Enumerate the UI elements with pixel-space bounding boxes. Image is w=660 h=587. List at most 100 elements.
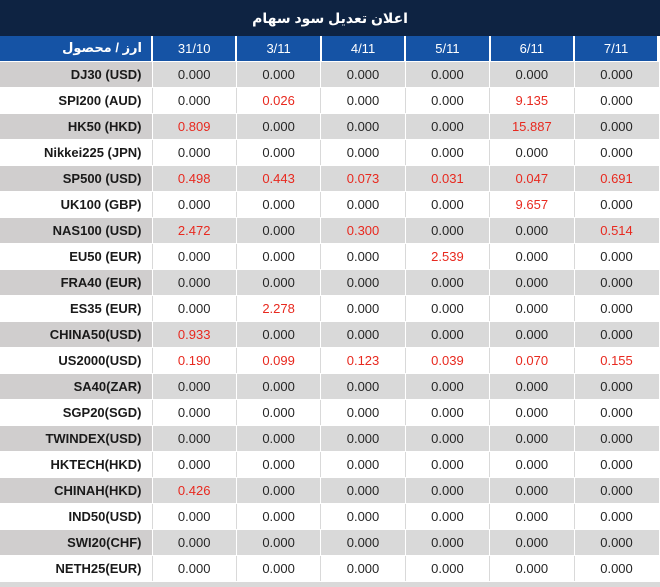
value-cell: 0.000 <box>320 477 406 504</box>
instrument-label: NETH25(EUR) <box>0 555 152 582</box>
value-cell: 0.000 <box>151 373 237 400</box>
table-title-bar: اعلان تعديل سود سهام <box>0 0 660 36</box>
value-cell: 0.000 <box>489 555 575 582</box>
value-cell: 0.443 <box>235 165 321 192</box>
table-row: SGP20(SGD) 0.000 0.000 0.000 0.000 0.000 0.000 <box>0 399 659 426</box>
value-cell: 0.000 <box>404 399 490 426</box>
value-cell: 0.000 <box>235 399 321 426</box>
table-row: ES35 (EUR) 0.000 2.278 0.000 0.000 0.000 0.000 <box>0 295 659 322</box>
value-cell: 0.000 <box>489 269 575 296</box>
instrument-label: TWINDEX(USD) <box>0 425 152 452</box>
instrument-label: NAS100 (USD) <box>0 217 152 244</box>
dividend-adjustment-table: ارز / محصول 31/10 3/11 4/11 5/11 6/11 7/… <box>0 36 660 582</box>
value-cell: 0.000 <box>489 139 575 166</box>
value-cell: 0.000 <box>573 503 659 530</box>
value-cell: 0.000 <box>404 373 490 400</box>
table-row: FRA40 (EUR) 0.000 0.000 0.000 0.000 0.000 0.00… <box>0 269 659 296</box>
value-cell: 0.155 <box>573 347 659 374</box>
value-cell: 0.000 <box>151 529 237 556</box>
value-cell: 0.099 <box>235 347 321 374</box>
instrument-label: CHINA50(USD) <box>0 321 152 348</box>
value-cell: 0.000 <box>573 139 659 166</box>
value-cell: 0.000 <box>235 373 321 400</box>
value-cell: 0.000 <box>151 555 237 582</box>
value-cell: 0.026 <box>235 87 321 114</box>
value-cell: 0.000 <box>404 139 490 166</box>
value-cell: 0.000 <box>320 555 406 582</box>
table-row: IND50(USD) 0.000 0.000 0.000 0.000 0.000 0.000 <box>0 503 659 530</box>
value-cell: 0.000 <box>573 425 659 452</box>
value-cell: 0.000 <box>404 295 490 322</box>
value-cell: 0.000 <box>573 243 659 270</box>
value-cell: 0.000 <box>489 243 575 270</box>
value-cell: 0.000 <box>573 477 659 504</box>
table-body: DJ30 (USD) 0.000 0.000 0.000 0.000 0.000 0.000… <box>0 61 659 582</box>
value-cell: 0.000 <box>235 503 321 530</box>
value-cell: 0.000 <box>573 555 659 582</box>
value-cell: 0.000 <box>235 321 321 348</box>
instrument-label: UK100 (GBP) <box>0 191 152 218</box>
value-cell: 0.123 <box>320 347 406 374</box>
value-cell: 0.000 <box>235 529 321 556</box>
table-row: HK50 (HKD) 0.809 0.000 0.000 0.000 15.887 0.00… <box>0 113 659 140</box>
value-cell: 0.498 <box>151 165 237 192</box>
instrument-label: Nikkei225 (JPN) <box>0 139 152 166</box>
value-cell: 0.000 <box>235 217 321 244</box>
instrument-label: SP500 (USD) <box>0 165 152 192</box>
value-cell: 0.000 <box>151 503 237 530</box>
value-cell: 0.514 <box>573 217 659 244</box>
date-header-5: 6/11 <box>488 36 575 62</box>
value-cell: 0.000 <box>404 61 490 88</box>
value-cell: 0.000 <box>235 451 321 478</box>
value-cell: 0.000 <box>151 191 237 218</box>
value-cell: 0.300 <box>320 217 406 244</box>
value-cell: 0.000 <box>489 373 575 400</box>
value-cell: 0.000 <box>573 269 659 296</box>
value-cell: 0.000 <box>489 321 575 348</box>
value-cell: 0.000 <box>573 295 659 322</box>
value-cell: 0.000 <box>489 425 575 452</box>
value-cell: 0.000 <box>404 321 490 348</box>
value-cell: 0.000 <box>151 269 237 296</box>
value-cell: 0.000 <box>235 113 321 140</box>
value-cell: 0.000 <box>573 529 659 556</box>
table-row: UK100 (GBP) 0.000 0.000 0.000 0.000 9.657 0.00… <box>0 191 659 218</box>
value-cell: 0.000 <box>573 399 659 426</box>
page-title: اعلان تعديل سود سهام <box>252 9 408 26</box>
value-cell: 0.000 <box>573 61 659 88</box>
value-cell: 0.000 <box>151 295 237 322</box>
value-cell: 0.000 <box>489 295 575 322</box>
table-row: NETH25(EUR) 0.000 0.000 0.000 0.000 0.000 0.00… <box>0 555 659 582</box>
value-cell: 0.000 <box>404 529 490 556</box>
instrument-label: EU50 (EUR) <box>0 243 152 270</box>
value-cell: 0.031 <box>404 165 490 192</box>
product-currency-header: ارز / محصول <box>0 36 152 62</box>
table-row: CHINAH(HKD) 0.426 0.000 0.000 0.000 0.000 0.00… <box>0 477 659 504</box>
instrument-label: HK50 (HKD) <box>0 113 152 140</box>
value-cell: 0.000 <box>235 243 321 270</box>
value-cell: 0.426 <box>151 477 237 504</box>
instrument-label: IND50(USD) <box>0 503 152 530</box>
value-cell: 0.000 <box>151 139 237 166</box>
value-cell: 0.000 <box>151 425 237 452</box>
value-cell: 0.000 <box>235 477 321 504</box>
value-cell: 0.000 <box>320 139 406 166</box>
value-cell: 0.000 <box>404 217 490 244</box>
value-cell: 0.000 <box>404 269 490 296</box>
value-cell: 15.887 <box>489 113 575 140</box>
value-cell: 0.073 <box>320 165 406 192</box>
value-cell: 0.000 <box>320 321 406 348</box>
value-cell: 0.000 <box>404 555 490 582</box>
table-row: NAS100 (USD) 2.472 0.000 0.300 0.000 0.000 0.5… <box>0 217 659 244</box>
value-cell: 0.190 <box>151 347 237 374</box>
instrument-label: US2000(USD) <box>0 347 152 374</box>
table-row: DJ30 (USD) 0.000 0.000 0.000 0.000 0.000 0.000 <box>0 61 659 88</box>
value-cell: 0.000 <box>151 451 237 478</box>
value-cell: 0.000 <box>151 87 237 114</box>
value-cell: 0.000 <box>489 477 575 504</box>
bottom-edge-strip <box>0 581 660 587</box>
value-cell: 0.000 <box>235 555 321 582</box>
date-header-2: 3/11 <box>235 36 321 62</box>
value-cell: 0.000 <box>320 451 406 478</box>
date-header-6: 7/11 <box>573 36 660 62</box>
